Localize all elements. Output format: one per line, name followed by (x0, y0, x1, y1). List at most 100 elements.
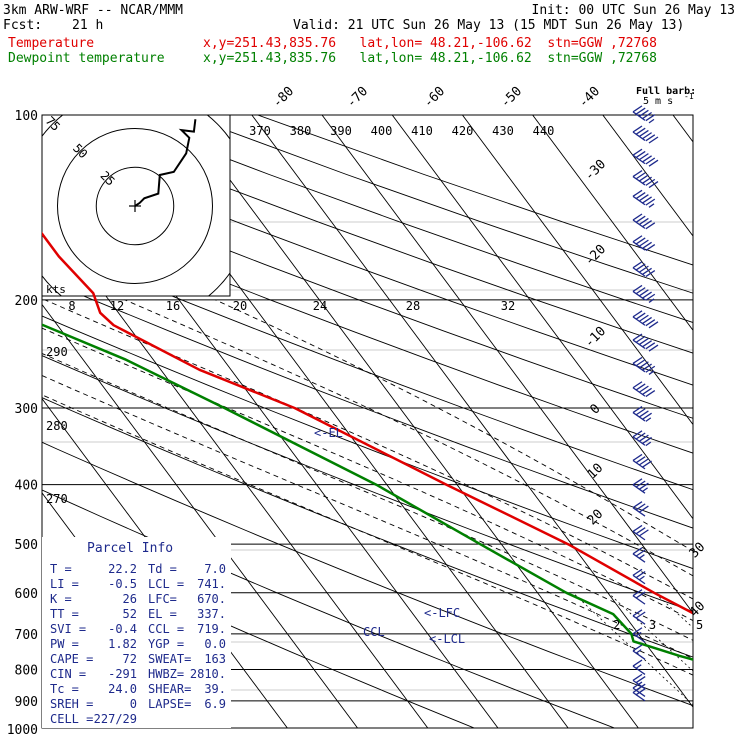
wind-barb-flag (639, 129, 649, 137)
pressure-label: 700 (15, 628, 38, 643)
wind-barb-flag (639, 529, 649, 537)
isotherm-line (672, 115, 693, 143)
isotherm-line (462, 115, 693, 426)
parcel-label: SHEAR= (148, 682, 191, 696)
wind-barb-staff (632, 665, 646, 675)
pressure-label: 800 (15, 663, 38, 678)
wind-barb-flag (632, 524, 643, 533)
wind-barb-flag (632, 685, 643, 694)
wind-barb-staff (632, 507, 646, 517)
isotherm-line (602, 115, 693, 237)
wind-barb-flag (639, 410, 649, 418)
parcel-label: CCL = (148, 622, 184, 636)
wind-barb-flag (635, 150, 646, 158)
level-annotation: <-LCL (429, 632, 465, 646)
dry-adiabat (42, 441, 693, 707)
parcel-value: 227/29 (94, 712, 137, 726)
wind-barb-flag (639, 314, 649, 322)
parcel-label: LCL = (148, 577, 184, 591)
wind-barb-flag (632, 235, 643, 243)
parcel-label: CIN = (50, 667, 86, 681)
wind-barb-flag (635, 359, 646, 367)
dry-adiabat (42, 208, 693, 454)
wind-barb-staff (632, 595, 646, 605)
wind-barb-flag (635, 335, 646, 343)
wind-barb-flag (642, 316, 652, 324)
wind-barb-flag (648, 136, 659, 144)
wind-barb-flag (645, 178, 656, 186)
wind-barb-flag (632, 333, 643, 341)
parcel-label: K = (50, 592, 72, 606)
wind-barb-flag (648, 370, 655, 375)
valid-time: Valid: 21 UTC Sun 26 May 13 (15 MDT Sun … (293, 18, 685, 33)
isotherm-label: -10 (582, 324, 609, 351)
wind-barb-flag (642, 241, 652, 249)
wind-barb-flag (635, 127, 646, 135)
wind-barb-flag (639, 434, 649, 442)
dry-adiabat (42, 144, 693, 386)
wind-barb-flag (645, 157, 656, 165)
wind-barb-flag (632, 381, 643, 389)
wind-barb-flag (639, 458, 649, 466)
wind-barb-staff (632, 650, 646, 660)
theta-label: 270 (46, 492, 68, 506)
wind-barb (632, 627, 646, 643)
isotherm-label: -40 (576, 84, 603, 111)
wind-barb-flag (632, 213, 643, 221)
dry-adiabat (42, 242, 693, 491)
mixing-ratio-label: 3 (649, 618, 656, 632)
isotherm-line (532, 115, 693, 332)
isotherm-label: -80 (270, 84, 297, 111)
wind-barb-flag (632, 568, 643, 576)
isotherm-line (181, 115, 639, 728)
dry-adiabat (42, 355, 693, 612)
temperature-legend: Temperature (8, 36, 95, 51)
wind-barb (632, 235, 656, 252)
theta-e-label: 390 (330, 124, 352, 138)
wind-barb-flag (632, 644, 643, 652)
dry-adiabat (42, 397, 693, 658)
wind-barb-flag (642, 267, 652, 275)
dry-adiabat (42, 277, 693, 529)
wind-barb-flag (642, 196, 652, 204)
mixing-ratio-line (607, 592, 693, 672)
wind-barb-flag (632, 627, 643, 635)
wind-barb-flag (642, 412, 652, 420)
wind-barb-flag (642, 220, 652, 228)
wind-barb (632, 478, 649, 494)
pressure-label: 600 (15, 587, 38, 602)
wind-barb (632, 644, 646, 660)
parcel-panel-bg (42, 537, 231, 728)
wind-barb (632, 170, 659, 189)
parcel-value: 26 (123, 592, 137, 606)
wind-barb-staff (632, 530, 646, 541)
dry-adiabat (42, 315, 693, 570)
parcel-label: HWBZ= (148, 667, 184, 681)
wind-barb-flag (645, 270, 656, 278)
wind-barb-flag (642, 132, 652, 140)
wind-barb-flag (645, 293, 656, 301)
wind-barb-flag (635, 676, 646, 684)
parcel-info-panel: Parcel Info T = 22.2 Td = 7.0 LI = -0.5 LCL = 74… (42, 537, 231, 728)
isotherm-label: 40 (687, 599, 709, 621)
wind-barb (632, 547, 646, 563)
moist-adiabat (44, 299, 693, 600)
wind-barb-flag (642, 363, 652, 371)
wind-barb-flag (639, 575, 645, 581)
wind-barb-flag (635, 383, 646, 391)
wind-barb-staff (632, 615, 646, 625)
isotherm-label: -60 (421, 84, 448, 111)
theta-label: 280 (46, 419, 68, 433)
chart-frame (41, 114, 694, 729)
isotherm-label: 0 (587, 401, 603, 417)
wind-barb-flag (639, 265, 649, 273)
wind-barb-flag (632, 501, 643, 509)
parcel-value: 22.2 (108, 562, 137, 576)
wind-barb-flag (635, 263, 646, 271)
parcel-value: 52 (123, 607, 137, 621)
isotherm-label: -20 (582, 242, 609, 269)
wind-barb-flag (645, 319, 656, 327)
isotherm-line (321, 115, 693, 614)
